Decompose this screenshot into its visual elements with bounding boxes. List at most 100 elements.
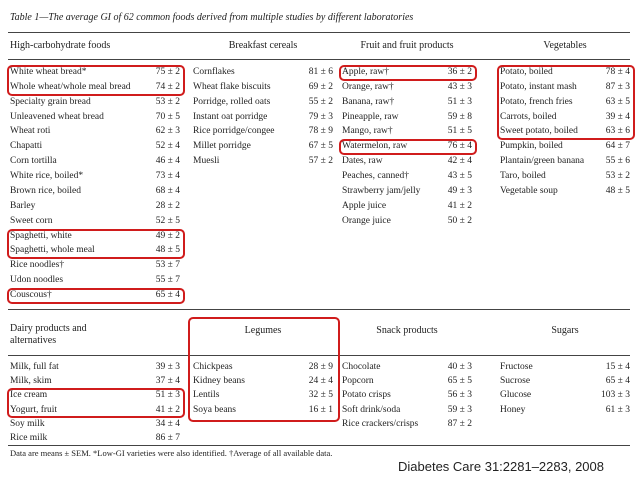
gi-value: 48 ± 5	[605, 185, 630, 196]
food-name: Popcorn	[342, 376, 374, 387]
gi-value: 32 ± 5	[308, 390, 333, 401]
food-name: Fructose	[500, 362, 533, 372]
food-name: Cornflakes	[193, 67, 235, 77]
gi-value: 78 ± 4	[605, 67, 630, 77]
food-name: Instant oat porridge	[193, 111, 268, 122]
column-header: Breakfast cereals	[228, 40, 298, 51]
gi-value: 42 ± 4	[447, 156, 472, 167]
gi-value: 24 ± 4	[308, 376, 333, 387]
food-name: Potato, french fries	[500, 96, 573, 107]
gi-value: 55 ± 2	[308, 96, 333, 107]
gi-value: 43 ± 5	[447, 171, 472, 182]
food-name: Muesli	[193, 156, 220, 167]
gi-value: 39 ± 3	[155, 362, 180, 372]
gi-value: 70 ± 5	[155, 111, 180, 122]
column-header: High-carbohydrate foods	[10, 40, 111, 51]
food-name: Wheat flake biscuits	[193, 81, 271, 92]
food-name: Mango, raw†	[342, 126, 393, 137]
food-name: Millet porridge	[193, 141, 251, 152]
gi-value: 53 ± 2	[605, 171, 630, 182]
citation: Diabetes Care 31:2281–2283, 2008	[398, 459, 604, 474]
footnote: Data are means ± SEM. *Low-GI varieties …	[10, 448, 333, 458]
food-name: Honey	[500, 404, 526, 415]
food-name: Milk, full fat	[10, 362, 59, 372]
gi-value: 55 ± 6	[605, 156, 630, 167]
food-name: Udon noodles	[10, 275, 64, 286]
gi-value: 51 ± 5	[447, 126, 472, 137]
food-name: Rice milk	[10, 433, 48, 443]
highlight-box	[339, 139, 477, 156]
gi-value: 51 ± 3	[155, 390, 180, 401]
gi-value: 49 ± 2	[155, 230, 180, 241]
food-name: Banana, raw†	[342, 96, 395, 107]
food-name: Sweet corn	[10, 215, 53, 226]
gi-value: 59 ± 8	[447, 111, 472, 122]
gi-value: 34 ± 4	[155, 418, 180, 429]
gi-value: 39 ± 4	[605, 111, 630, 122]
gi-value: 79 ± 3	[308, 111, 333, 122]
food-name: Lentils	[193, 390, 220, 401]
rule	[8, 32, 630, 33]
highlight-box	[188, 317, 340, 422]
food-name: Soft drink/soda	[342, 404, 401, 415]
food-name: Brown rice, boiled	[10, 185, 81, 196]
gi-value: 87 ± 3	[605, 81, 630, 92]
gi-value: 49 ± 3	[447, 185, 472, 196]
food-name: Orange, raw†	[342, 81, 394, 92]
rule	[8, 355, 630, 356]
food-name: Spaghetti, white	[10, 230, 72, 241]
gi-value: 57 ± 2	[308, 156, 333, 167]
gi-value: 76 ± 4	[447, 141, 472, 152]
gi-value: 74 ± 2	[155, 81, 180, 92]
food-name: Plantain/green banana	[500, 156, 585, 167]
food-name: Rice porridge/congee	[193, 126, 275, 137]
highlight-box	[497, 65, 635, 141]
food-name: Rice noodles†	[10, 260, 65, 271]
table-title: Table 1—The average GI of 62 common food…	[10, 12, 414, 23]
food-name: Vegetable soup	[500, 185, 558, 196]
food-name: Orange juice	[342, 215, 391, 226]
rule	[8, 59, 630, 60]
gi-value: 37 ± 4	[155, 376, 180, 387]
gi-value: 73 ± 4	[155, 171, 180, 182]
gi-value: 50 ± 2	[447, 215, 472, 226]
food-name: Porridge, rolled oats	[193, 96, 271, 107]
food-name: Unleavened wheat bread	[10, 111, 104, 122]
gi-value: 64 ± 7	[605, 141, 630, 152]
highlight-box	[339, 65, 477, 81]
food-name: Carrots, boiled	[500, 111, 557, 122]
column-header: Legumes	[244, 325, 282, 336]
gi-value: 53 ± 7	[155, 260, 180, 271]
food-name: Potato crisps	[342, 390, 391, 401]
gi-value: 62 ± 3	[155, 126, 180, 137]
gi-value: 63 ± 5	[605, 96, 630, 107]
gi-value: 53 ± 2	[155, 96, 180, 107]
food-name: Couscous†	[10, 290, 52, 301]
food-name: Potato, instant mash	[500, 81, 577, 92]
food-name: Sucrose	[500, 376, 531, 387]
food-name: Pineapple, raw	[342, 111, 399, 122]
gi-value: 86 ± 7	[155, 433, 180, 443]
food-name: Specialty grain bread	[10, 96, 91, 107]
gi-value: 40 ± 3	[447, 362, 472, 372]
food-name: Chickpeas	[193, 362, 233, 372]
gi-value: 51 ± 3	[447, 96, 472, 107]
gi-value: 78 ± 9	[308, 126, 333, 137]
gi-value: 65 ± 4	[155, 290, 180, 301]
gi-value: 43 ± 3	[447, 81, 472, 92]
food-name: Peaches, canned†	[342, 171, 409, 182]
highlight-box	[7, 288, 185, 304]
food-name: Corn tortilla	[10, 156, 57, 167]
highlight-box	[7, 388, 185, 418]
rule	[8, 445, 630, 446]
gi-value: 67 ± 5	[308, 141, 333, 152]
food-name: Potato, boiled	[500, 67, 553, 77]
food-name: Watermelon, raw	[342, 141, 408, 152]
gi-value: 68 ± 4	[155, 185, 180, 196]
gi-value: 52 ± 5	[155, 215, 180, 226]
food-name: Chapatti	[10, 141, 43, 152]
gi-value: 55 ± 7	[155, 275, 180, 286]
gi-value: 87 ± 2	[447, 418, 472, 429]
gi-value: 48 ± 5	[155, 245, 180, 256]
